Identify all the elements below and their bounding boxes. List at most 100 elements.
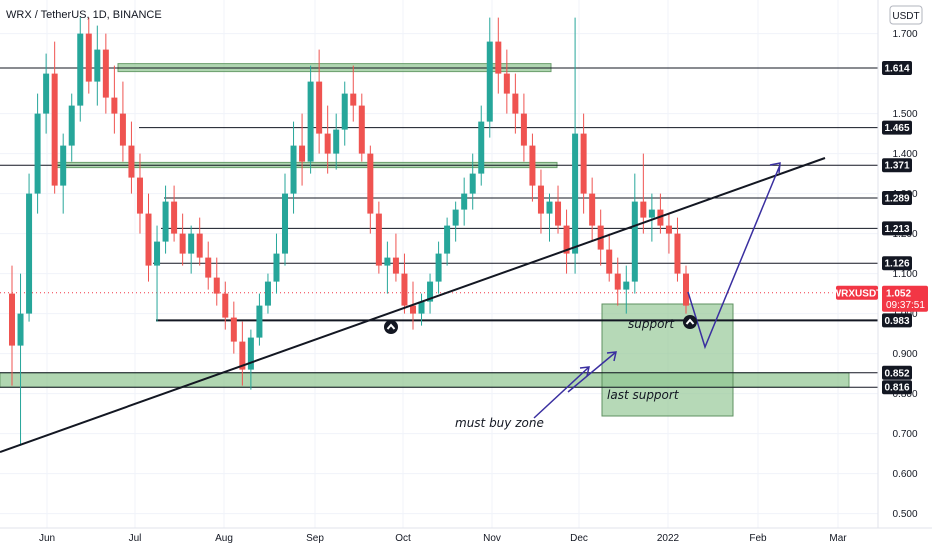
candle-body <box>512 93 519 114</box>
candle-body <box>367 153 374 214</box>
candle-body <box>247 337 254 370</box>
candle-body <box>273 253 280 282</box>
candle <box>648 193 655 242</box>
currency-badge[interactable] <box>889 5 923 25</box>
candle-body <box>640 201 647 218</box>
candle-body <box>26 193 33 314</box>
candle <box>435 241 442 294</box>
candle-body <box>495 41 502 74</box>
candle-body <box>683 273 689 306</box>
candle <box>102 33 109 114</box>
candle <box>367 145 374 234</box>
candle-body <box>358 105 365 154</box>
candle <box>418 293 425 326</box>
y-tick-label: 0.600 <box>892 469 917 480</box>
candle-body <box>196 233 203 258</box>
candle-body <box>384 257 391 266</box>
candle <box>546 193 553 242</box>
candle-body <box>9 293 15 346</box>
candle-body <box>111 97 118 114</box>
candle <box>17 273 24 446</box>
candle <box>674 217 681 282</box>
candle <box>375 201 382 274</box>
candle-body <box>461 193 468 210</box>
candle <box>495 17 502 94</box>
candle <box>68 93 75 162</box>
candle-body <box>171 201 178 234</box>
y-tick-label: 0.700 <box>892 429 917 440</box>
candle-body <box>503 73 510 94</box>
projection-arrow <box>687 164 781 350</box>
candle-body <box>674 233 681 274</box>
candle <box>572 17 579 274</box>
y-tick-label: 0.900 <box>892 349 917 360</box>
level-price-tag: 0.983 <box>882 313 912 328</box>
candle-body <box>665 225 672 234</box>
candle-body <box>435 253 442 282</box>
candle-body <box>119 113 126 146</box>
candle <box>358 93 365 162</box>
candle <box>145 193 152 282</box>
level-tag-background <box>882 61 912 75</box>
candle <box>26 173 33 322</box>
x-tick-label: Aug <box>215 533 233 544</box>
level-tag-background <box>882 221 912 236</box>
buy-marker-icon <box>384 320 398 334</box>
candle-body <box>145 213 152 266</box>
level-tag-label: 1.465 <box>884 123 909 134</box>
y-tick-label: 1.400 <box>892 149 917 160</box>
candle-body <box>222 293 229 318</box>
candle-body <box>409 305 416 314</box>
level-price-tag: 1.213 <box>882 221 912 236</box>
level-price-tag: 1.465 <box>882 120 912 135</box>
candle-body <box>316 81 323 134</box>
candle-body <box>606 249 613 274</box>
price-tags: 1.614 1.465 1.371 1.289 1.213 1.126 0.983 0.852… <box>832 61 928 395</box>
level-tag-background <box>882 191 912 205</box>
candle <box>665 213 672 254</box>
level-price-tag: 1.371 <box>882 158 912 173</box>
candle-body <box>614 273 621 290</box>
candle <box>555 185 562 234</box>
candle <box>136 153 143 234</box>
must-buy-zone-label: must buy zone <box>455 416 544 430</box>
candle <box>341 81 348 146</box>
candle <box>589 177 596 242</box>
candle-body <box>102 49 109 98</box>
candle <box>469 153 476 210</box>
must-buy-arrow <box>533 366 590 419</box>
candle <box>478 105 485 186</box>
candle <box>273 233 280 294</box>
candle <box>282 173 289 266</box>
candle <box>512 73 519 134</box>
level-price-tag: 1.126 <box>882 256 912 271</box>
x-tick-label: Dec <box>570 533 588 544</box>
buy-marker-circle <box>384 320 398 334</box>
candle-body <box>572 133 579 254</box>
candle-body <box>520 113 527 146</box>
level-tag-label: 0.983 <box>884 316 909 327</box>
x-tick-label: Jul <box>129 533 142 544</box>
candle <box>563 209 570 274</box>
chart-title: WRX / TetherUS, 1D, BINANCE <box>6 9 162 21</box>
level-tag-background <box>882 256 912 271</box>
annotations: support last support must buy zone <box>455 317 680 430</box>
candle-body <box>43 73 50 114</box>
level-tag-background <box>882 365 912 380</box>
candle <box>427 273 434 314</box>
candle-body <box>486 41 493 122</box>
candle-body <box>546 201 553 214</box>
candle <box>384 241 391 294</box>
candle <box>444 217 451 266</box>
support-arrowhead <box>606 351 617 362</box>
candle <box>205 241 212 290</box>
candle <box>188 225 195 274</box>
must-buy-arrowhead <box>579 366 590 377</box>
candle <box>580 113 587 214</box>
time-axis[interactable]: Jun Jul Aug Sep Oct Nov Dec 2022 Feb Mar <box>39 533 847 544</box>
candle-body <box>563 225 570 254</box>
candle <box>401 253 408 314</box>
candle-body <box>307 81 314 162</box>
